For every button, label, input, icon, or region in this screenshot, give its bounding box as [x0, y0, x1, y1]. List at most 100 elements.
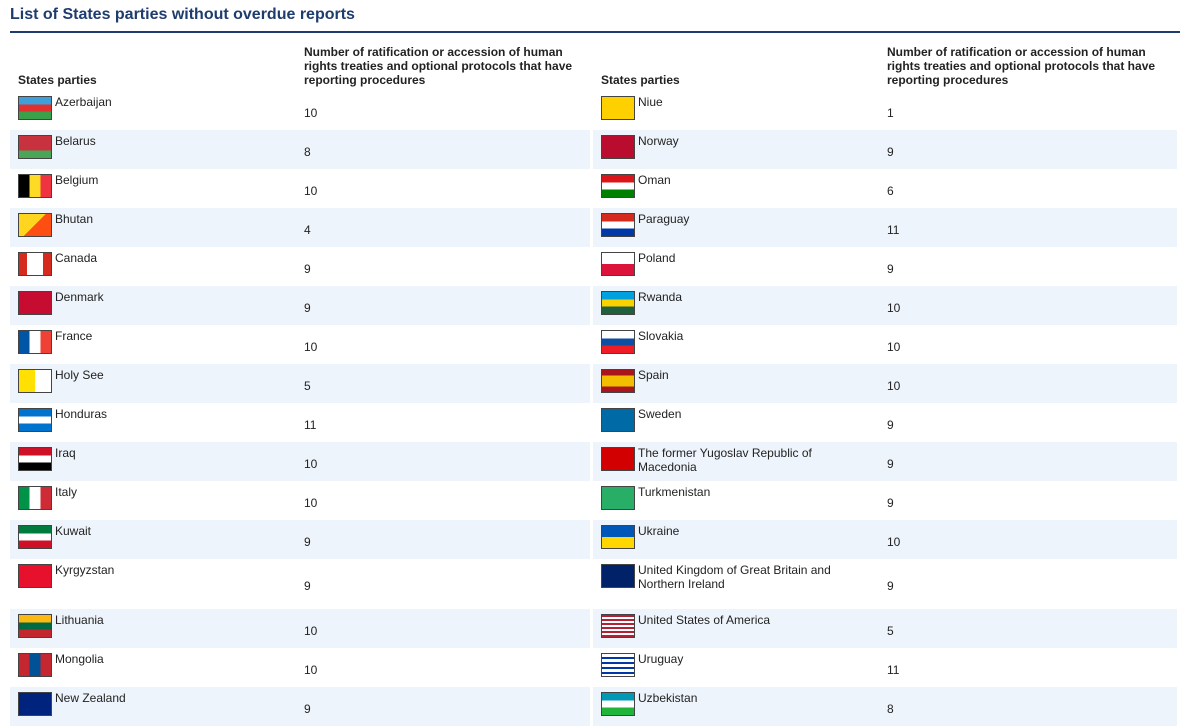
flag-icon — [601, 564, 635, 588]
treaty-count: 5 — [879, 609, 1177, 648]
flag-icon — [18, 330, 52, 354]
state-name-text: Lithuania — [55, 613, 104, 627]
page: List of States parties without overdue r… — [10, 6, 1180, 726]
flag-icon — [601, 692, 635, 716]
flag-icon — [601, 174, 635, 198]
state-name: Slovakia — [593, 325, 879, 364]
treaty-count: 10 — [879, 520, 1177, 559]
state-name-text: Paraguay — [638, 212, 690, 226]
table-row: Belgium 10 — [10, 169, 590, 208]
state-name-text: Uruguay — [638, 652, 684, 666]
column-header: Number of ratification or accession of h… — [304, 45, 573, 87]
state-name: Kyrgyzstan — [10, 559, 296, 609]
table-row: Azerbaijan 10 — [10, 91, 590, 130]
state-name-text: Italy — [55, 485, 78, 499]
flag-icon — [601, 486, 635, 510]
state-name: France — [10, 325, 296, 364]
table-row: Kuwait 9 — [10, 520, 590, 559]
table-row: Paraguay 11 — [593, 208, 1177, 247]
treaty-count: 9 — [887, 261, 894, 276]
treaty-count: 10 — [879, 286, 1177, 325]
flag-icon — [18, 369, 52, 393]
treaty-count: 9 — [887, 417, 894, 432]
flag-icon — [18, 291, 52, 315]
state-name-text: Iraq — [55, 446, 76, 460]
state-name: Italy — [10, 481, 296, 520]
state-name-text: United States of America — [638, 613, 771, 627]
treaty-count: 9 — [304, 261, 311, 276]
table-row: Poland 9 — [593, 247, 1177, 286]
flag-icon — [601, 330, 635, 354]
state-name: Poland — [593, 247, 879, 286]
flag-icon — [18, 564, 52, 588]
flag-icon — [18, 614, 52, 638]
state-name: Lithuania — [10, 609, 296, 648]
state-name: Ukraine — [593, 520, 879, 559]
flag-icon — [18, 408, 52, 432]
state-name: Rwanda — [593, 286, 879, 325]
treaty-count: 9 — [296, 687, 590, 726]
treaty-count: 10 — [304, 183, 318, 198]
header-row: States parties Number of ratification or … — [593, 43, 1177, 91]
state-name-text: Sweden — [638, 407, 682, 421]
state-name-text: Canada — [55, 251, 98, 265]
column-header: States parties — [18, 73, 97, 87]
table-row: Bhutan 4 — [10, 208, 590, 247]
treaty-count: 9 — [887, 495, 894, 510]
state-name: Uzbekistan — [593, 687, 879, 726]
table-row: Kyrgyzstan 9 — [10, 559, 590, 609]
state-name: Niue — [593, 91, 879, 130]
flag-icon — [18, 525, 52, 549]
title-rule — [10, 31, 1180, 33]
state-name: United States of America — [593, 609, 879, 648]
treaty-count: 4 — [296, 208, 590, 247]
state-name: Azerbaijan — [10, 91, 296, 130]
treaty-count: 9 — [296, 520, 590, 559]
flag-icon — [601, 252, 635, 276]
state-name: Oman — [593, 169, 879, 208]
table-row: Lithuania 10 — [10, 609, 590, 648]
flag-icon — [601, 135, 635, 159]
treaty-count: 9 — [879, 442, 1177, 481]
table-row: France 10 — [10, 325, 590, 364]
treaty-count: 5 — [296, 364, 590, 403]
treaty-count: 10 — [304, 662, 318, 677]
flag-icon — [18, 135, 52, 159]
treaty-count: 10 — [304, 105, 318, 120]
table-row: Italy 10 — [10, 481, 590, 520]
state-name-text: Belgium — [55, 173, 99, 187]
states-table: States parties Number of ratification or … — [593, 43, 1177, 726]
table-row: Mongolia 10 — [10, 648, 590, 687]
table-row: United States of America 5 — [593, 609, 1177, 648]
state-name: Canada — [10, 247, 296, 286]
table-row: Ukraine 10 — [593, 520, 1177, 559]
state-name: Iraq — [10, 442, 296, 481]
state-name-text: Spain — [638, 368, 669, 382]
state-name-text: Poland — [638, 251, 676, 265]
state-name-text: Belarus — [55, 134, 96, 148]
state-name-text: New Zealand — [55, 691, 126, 705]
flag-icon — [18, 174, 52, 198]
state-name-text: Kuwait — [55, 524, 92, 538]
table-row: Sweden 9 — [593, 403, 1177, 442]
table-row: Uruguay 11 — [593, 648, 1177, 687]
flag-icon — [18, 486, 52, 510]
table-row: Turkmenistan 9 — [593, 481, 1177, 520]
treaty-count: 8 — [879, 687, 1177, 726]
state-name: Belgium — [10, 169, 296, 208]
state-name: United Kingdom of Great Britain and Nort… — [593, 559, 879, 609]
table-row: New Zealand 9 — [10, 687, 590, 726]
state-name-text: Bhutan — [55, 212, 94, 226]
state-name-text: Uzbekistan — [638, 691, 698, 705]
treaty-count: 10 — [887, 339, 901, 354]
state-name: Uruguay — [593, 648, 879, 687]
flag-icon — [601, 213, 635, 237]
table-row: Uzbekistan 8 — [593, 687, 1177, 726]
flag-icon — [601, 525, 635, 549]
flag-icon — [601, 291, 635, 315]
treaty-count: 11 — [887, 662, 900, 677]
table-row: Spain 10 — [593, 364, 1177, 403]
state-name-text: Slovakia — [638, 329, 684, 343]
treaty-count: 9 — [879, 130, 1177, 169]
treaty-count: 10 — [304, 495, 318, 510]
